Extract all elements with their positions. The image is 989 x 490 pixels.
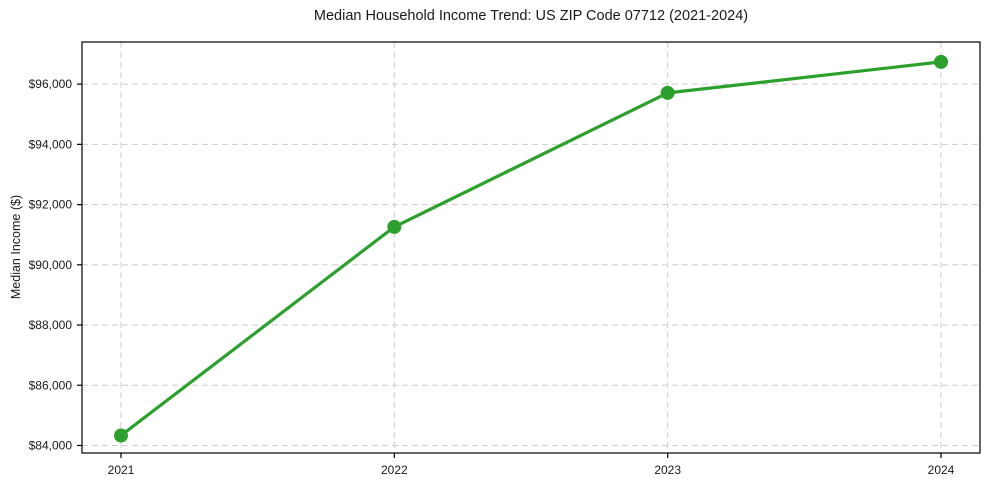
y-tick-label: $90,000 bbox=[29, 258, 73, 272]
data-point-marker bbox=[387, 219, 402, 234]
x-tick-label: 2023 bbox=[654, 463, 681, 477]
x-tick-label: 2021 bbox=[108, 463, 135, 477]
data-point-marker bbox=[114, 428, 128, 443]
chart-title: Median Household Income Trend: US ZIP Co… bbox=[313, 8, 749, 24]
y-tick-label: $92,000 bbox=[29, 198, 73, 212]
x-tick-label: 2024 bbox=[928, 463, 955, 477]
plot-border bbox=[81, 41, 981, 454]
x-tick-label: 2022 bbox=[381, 463, 408, 477]
y-axis-label: Median Income ($) bbox=[9, 194, 23, 300]
y-tick-label: $86,000 bbox=[29, 378, 73, 392]
y-tick-label: $96,000 bbox=[29, 77, 73, 91]
data-point-marker bbox=[660, 85, 675, 100]
y-tick-label: $94,000 bbox=[29, 137, 73, 151]
data-point-marker bbox=[934, 54, 948, 69]
series-line bbox=[119, 60, 943, 438]
y-tick-label: $84,000 bbox=[29, 438, 73, 452]
y-tick-label: $88,000 bbox=[29, 318, 73, 332]
